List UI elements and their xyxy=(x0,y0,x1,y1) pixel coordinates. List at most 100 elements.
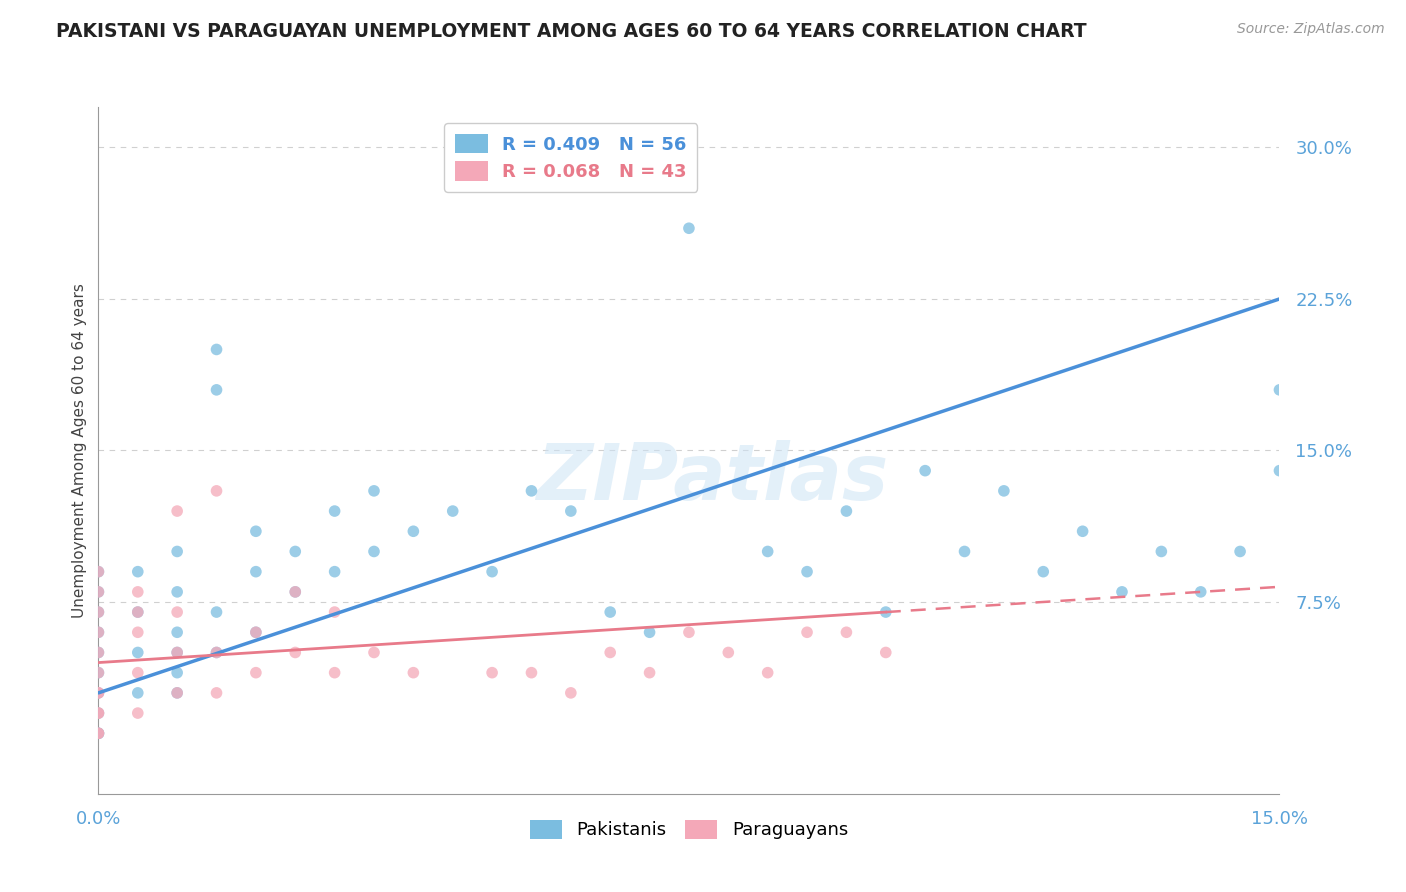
Point xyxy=(756,544,779,558)
Point xyxy=(678,625,700,640)
Point xyxy=(1032,565,1054,579)
Point xyxy=(87,585,110,599)
Point xyxy=(87,565,110,579)
Point xyxy=(835,625,858,640)
Point xyxy=(756,665,779,680)
Point xyxy=(284,585,307,599)
Point xyxy=(284,645,307,659)
Point xyxy=(284,585,307,599)
Point xyxy=(166,605,188,619)
Point xyxy=(166,625,188,640)
Point xyxy=(205,645,228,659)
Point xyxy=(87,605,110,619)
Point xyxy=(953,544,976,558)
Point xyxy=(205,483,228,498)
Point xyxy=(205,605,228,619)
Point xyxy=(1150,544,1173,558)
Point xyxy=(87,726,110,740)
Point xyxy=(87,726,110,740)
Point xyxy=(560,504,582,518)
Point xyxy=(87,706,110,720)
Point xyxy=(127,665,149,680)
Point xyxy=(166,645,188,659)
Point xyxy=(166,645,188,659)
Point xyxy=(87,645,110,659)
Point xyxy=(87,565,110,579)
Point xyxy=(363,483,385,498)
Point xyxy=(245,665,267,680)
Point xyxy=(87,645,110,659)
Point xyxy=(127,605,149,619)
Point xyxy=(993,483,1015,498)
Point xyxy=(1111,585,1133,599)
Y-axis label: Unemployment Among Ages 60 to 64 years: Unemployment Among Ages 60 to 64 years xyxy=(72,283,87,618)
Point xyxy=(363,544,385,558)
Point xyxy=(1268,383,1291,397)
Point xyxy=(875,645,897,659)
Point xyxy=(166,504,188,518)
Point xyxy=(205,645,228,659)
Point xyxy=(87,686,110,700)
Point xyxy=(284,544,307,558)
Point xyxy=(599,605,621,619)
Point xyxy=(166,686,188,700)
Point xyxy=(1229,544,1251,558)
Point xyxy=(560,686,582,700)
Point xyxy=(245,625,267,640)
Text: Source: ZipAtlas.com: Source: ZipAtlas.com xyxy=(1237,22,1385,37)
Point xyxy=(638,625,661,640)
Point xyxy=(441,504,464,518)
Point xyxy=(127,645,149,659)
Text: ZIPatlas: ZIPatlas xyxy=(537,440,889,516)
Point xyxy=(87,726,110,740)
Point xyxy=(127,565,149,579)
Point xyxy=(205,383,228,397)
Point xyxy=(323,504,346,518)
Point xyxy=(363,645,385,659)
Point xyxy=(1268,464,1291,478)
Point xyxy=(323,605,346,619)
Point xyxy=(520,665,543,680)
Legend: Pakistanis, Paraguayans: Pakistanis, Paraguayans xyxy=(523,813,855,847)
Point xyxy=(127,605,149,619)
Point xyxy=(87,665,110,680)
Point xyxy=(166,544,188,558)
Point xyxy=(127,686,149,700)
Point xyxy=(481,665,503,680)
Point xyxy=(323,565,346,579)
Point xyxy=(638,665,661,680)
Point xyxy=(87,686,110,700)
Point xyxy=(127,625,149,640)
Point xyxy=(520,483,543,498)
Point xyxy=(914,464,936,478)
Point xyxy=(323,665,346,680)
Point xyxy=(87,706,110,720)
Point xyxy=(205,343,228,357)
Point xyxy=(87,625,110,640)
Text: PAKISTANI VS PARAGUAYAN UNEMPLOYMENT AMONG AGES 60 TO 64 YEARS CORRELATION CHART: PAKISTANI VS PARAGUAYAN UNEMPLOYMENT AMO… xyxy=(56,22,1087,41)
Point xyxy=(1189,585,1212,599)
Point xyxy=(835,504,858,518)
Point xyxy=(245,524,267,539)
Point xyxy=(402,524,425,539)
Point xyxy=(205,686,228,700)
Point xyxy=(402,665,425,680)
Point xyxy=(166,665,188,680)
Point xyxy=(87,625,110,640)
Point xyxy=(87,726,110,740)
Point xyxy=(245,565,267,579)
Point xyxy=(87,686,110,700)
Point xyxy=(166,686,188,700)
Point xyxy=(717,645,740,659)
Point xyxy=(127,585,149,599)
Point xyxy=(796,625,818,640)
Point xyxy=(599,645,621,659)
Point xyxy=(678,221,700,235)
Point xyxy=(796,565,818,579)
Point xyxy=(127,706,149,720)
Point xyxy=(245,625,267,640)
Point xyxy=(875,605,897,619)
Point xyxy=(481,565,503,579)
Point xyxy=(87,585,110,599)
Point xyxy=(87,605,110,619)
